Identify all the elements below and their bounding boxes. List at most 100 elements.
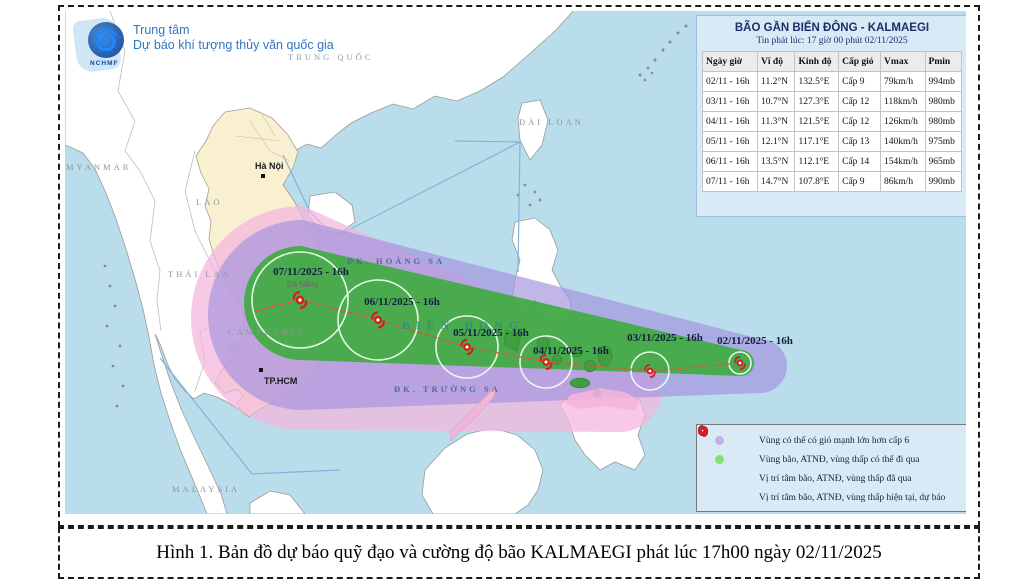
- label-china: TRUNG QUỐC: [288, 52, 374, 62]
- table-row: 02/11 - 16h 11.2°N 132.5°E Cấp 9 79km/h 994mb: [701, 71, 963, 92]
- hanoi-dot: [261, 174, 265, 178]
- cell: 11.2°N: [757, 71, 796, 92]
- label-danang: Đà Nẵng: [287, 280, 319, 289]
- forecast-map: 🌀 NCHMF Trung tâm Dự báo khí tượng thủy …: [65, 11, 966, 514]
- storm-panel-issued: Tin phát lúc: 17 giờ 00 phút 02/11/2025: [756, 36, 908, 46]
- purple-zone-swatch: [715, 436, 724, 445]
- col-header-windlevel: Cấp gió: [838, 51, 882, 72]
- forecast-circles: [251, 251, 752, 391]
- cell: 107.8°E: [794, 171, 840, 192]
- label-myanmar: MYANMAR: [66, 162, 132, 172]
- track-label-02-11: 02/11/2025 - 16h: [717, 335, 793, 347]
- cell: 10.7°N: [757, 91, 796, 112]
- table-header-row: Ngày giờ Vĩ độ Kinh độ Cấp gió Vmax Pmin: [701, 51, 963, 72]
- cell: 79km/h: [880, 71, 926, 92]
- cell: 127.3°E: [794, 91, 840, 112]
- col-header-vmax: Vmax: [880, 51, 926, 72]
- cell: 980mb: [924, 111, 963, 132]
- cell: 14.7°N: [757, 171, 796, 192]
- agency-header: 🌀 NCHMF Trung tâm Dự báo khí tượng thủy …: [71, 16, 375, 74]
- island-taiwan: [517, 99, 549, 161]
- nchmf-logo-icon: 🌀: [88, 22, 124, 58]
- label-hoang-sa: ĐK. HOÀNG SA: [347, 256, 446, 266]
- label-malaysia: MALAYSIA: [172, 484, 241, 494]
- label-hanoi: Hà Nội: [255, 161, 284, 171]
- table-row: 07/11 - 16h 14.7°N 107.8°E Cấp 9 86km/h 990mb: [701, 171, 963, 192]
- map-canvas: [65, 11, 787, 514]
- col-header-datetime: Ngày giờ: [701, 51, 759, 72]
- cell: 990mb: [924, 171, 963, 192]
- track-label-06-11: 06/11/2025 - 16h: [364, 296, 440, 308]
- cell: 86km/h: [880, 171, 926, 192]
- label-bien-dong: BIỂN ĐÔNG: [402, 318, 525, 332]
- storm-forecast-table: Ngày giờ Vĩ độ Kinh độ Cấp gió Vmax Pmin…: [701, 51, 963, 192]
- track-label-03-11: 03/11/2025 - 16h: [627, 332, 703, 344]
- label-thailand: THÁI LAN: [168, 269, 232, 279]
- cell: 154km/h: [880, 151, 926, 172]
- cell: 980mb: [924, 91, 963, 112]
- track-label-05-11: 05/11/2025 - 16h: [453, 327, 529, 339]
- cell: Cấp 14: [838, 151, 882, 172]
- map-legend: Vùng có thể có gió mạnh lớn hơn cấp 6 Vù…: [696, 424, 966, 512]
- legend-label: Vị trí tâm bão, ATNĐ, vùng thấp đã qua: [759, 473, 912, 484]
- cell: 994mb: [924, 71, 963, 92]
- cell: 11.3°N: [757, 111, 796, 132]
- label-tphcm: TP.HCM: [264, 376, 298, 386]
- caption-frame: Hình 1. Bản đồ dự báo quỹ đạo và cường đ…: [58, 527, 980, 579]
- org-name-line2: Dự báo khí tượng thủy văn quốc gia: [133, 38, 334, 52]
- table-row: 05/11 - 16h 12.1°N 117.1°E Cấp 13 140km/h 975…: [701, 131, 963, 152]
- cell: 126km/h: [880, 111, 926, 132]
- cell: 112.1°E: [794, 151, 840, 172]
- label-taiwan: ĐÀI LOAN: [519, 117, 584, 127]
- cell: 975mb: [924, 131, 963, 152]
- north-mindanao-pink: [565, 388, 640, 411]
- cell: Cấp 9: [838, 71, 882, 92]
- table-row: 06/11 - 16h 13.5°N 112.1°E Cấp 14 154km/h 965…: [701, 151, 963, 172]
- org-name-line1: Trung tâm: [133, 23, 190, 37]
- legend-item-past-position: Vị trí tâm bão, ATNĐ, vùng thấp đã qua: [703, 469, 961, 488]
- cell: 118km/h: [880, 91, 926, 112]
- cell: 06/11 - 16h: [701, 151, 759, 172]
- figure-caption: Hình 1. Bản đồ dự báo quỹ đạo và cường đ…: [156, 542, 882, 563]
- label-cambodia: CAMPUCHIA: [228, 327, 307, 337]
- label-truong-sa: ĐK. TRƯỜNG SA: [394, 384, 501, 394]
- legend-label: Vùng có thể có gió mạnh lớn hơn cấp 6: [759, 435, 910, 446]
- island-sumatra: [249, 490, 306, 514]
- legend-label: Vị trí tâm bão, ATNĐ, vùng thấp hiện tại…: [759, 492, 946, 503]
- cell: Cấp 13: [838, 131, 882, 152]
- cell: 04/11 - 16h: [701, 111, 759, 132]
- map-frame: 🌀 NCHMF Trung tâm Dự báo khí tượng thủy …: [58, 5, 980, 527]
- table-row: 04/11 - 16h 11.3°N 121.5°E Cấp 12 126km/h 980…: [701, 111, 963, 132]
- cell: 117.1°E: [794, 131, 840, 152]
- cell: 140km/h: [880, 131, 926, 152]
- green-zone-swatch: [715, 455, 724, 464]
- province-borders: [224, 110, 291, 394]
- cell: 132.5°E: [794, 71, 840, 92]
- table-row: 03/11 - 16h 10.7°N 127.3°E Cấp 12 118km/h 980…: [701, 91, 963, 112]
- cell: 13.5°N: [757, 151, 796, 172]
- cell: 965mb: [924, 151, 963, 172]
- track-label-07-11: 07/11/2025 - 16h: [273, 266, 349, 278]
- palawan-pink: [449, 384, 498, 442]
- col-header-lat: Vĩ độ: [757, 51, 796, 72]
- legend-item-pass-zone: Vùng bão, ATNĐ, vùng thấp có thể đi qua: [703, 450, 961, 469]
- cell: Cấp 12: [838, 111, 882, 132]
- cell: 03/11 - 16h: [701, 91, 759, 112]
- legend-item-wind-zone: Vùng có thể có gió mạnh lớn hơn cấp 6: [703, 431, 961, 450]
- legend-item-current-position: Vị trí tâm bão, ATNĐ, vùng thấp hiện tại…: [703, 488, 961, 507]
- storm-panel-title: BÃO GẦN BIỂN ĐÔNG - KALMAEGI: [734, 22, 930, 34]
- cell: 12.1°N: [757, 131, 796, 152]
- current-low-icon: [697, 425, 709, 437]
- col-header-lon: Kinh độ: [794, 51, 840, 72]
- tphcm-dot: [259, 368, 263, 372]
- cell: 07/11 - 16h: [701, 171, 759, 192]
- legend-label: Vùng bão, ATNĐ, vùng thấp có thể đi qua: [759, 454, 920, 465]
- storm-info-panel: BÃO GẦN BIỂN ĐÔNG - KALMAEGI Tin phát lú…: [696, 15, 966, 217]
- label-laos: LÀO: [196, 197, 223, 207]
- cell: 05/11 - 16h: [701, 131, 759, 152]
- cell: 121.5°E: [794, 111, 840, 132]
- cell: Cấp 9: [838, 171, 882, 192]
- zone-green-cone: [244, 246, 754, 376]
- track-label-04-11: 04/11/2025 - 16h: [533, 345, 609, 357]
